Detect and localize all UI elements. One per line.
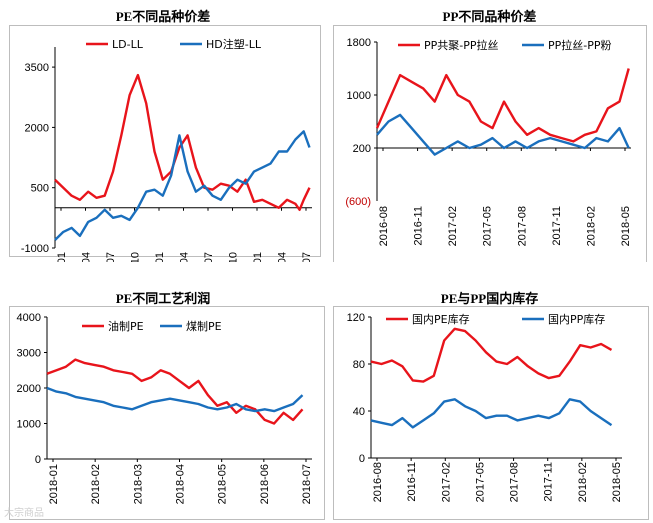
y-tick-label: 120	[347, 312, 365, 324]
x-tick-label: 2018-02	[577, 462, 589, 502]
chart-title: PE不同品种价差	[115, 9, 211, 24]
panel-pe-profit: PE不同工艺利润 4000 3000 2000 1000 0 2018-01 2018-02…	[0, 262, 326, 523]
legend-label: HD注塑-LL	[206, 37, 262, 51]
x-tick-label: 2018-04	[175, 464, 187, 504]
x-tick-label: 2016-08	[378, 206, 390, 246]
x-tick-label: 2017-11	[551, 206, 563, 246]
legend-label: PP拉丝-PP粉	[548, 38, 612, 52]
chart-title: PE与PP国内库存	[440, 291, 539, 306]
x-tick-label: 2016-11	[406, 462, 418, 502]
x-tick-label: 2017-11	[543, 462, 555, 502]
panel-inventory: PE与PP国内库存 120 80 40 0 2016-08 2016-11 2017-02 2…	[326, 262, 653, 523]
chart-frame	[333, 25, 647, 263]
x-tick-label: 2017-05	[474, 462, 486, 502]
series-line-blue	[46, 386, 304, 413]
x-tick-label: 2017-08	[509, 462, 521, 502]
x-tick-label: 2018-07	[301, 464, 313, 504]
chart-frame	[333, 306, 649, 520]
series-line-red	[46, 358, 304, 425]
legend-label: 油制PE	[108, 319, 144, 333]
y-tick-label: 2000	[25, 122, 49, 134]
series-line-blue	[370, 398, 613, 429]
panel-pp-spread: PP不同品种价差 1800 1000 200 (600) 2016-08 2016-11 2…	[326, 0, 653, 263]
y-tick-label: 1800	[347, 37, 371, 49]
y-tick-label-negative: (600)	[345, 196, 371, 208]
y-tick-label: 200	[353, 143, 371, 155]
chart-pp-spread: 1800 1000 200 (600) 2016-08 2016-11 2017-02 201…	[345, 37, 632, 246]
y-tick-label: 0	[359, 453, 365, 465]
x-tick-label: 2017-02	[440, 462, 452, 502]
chart-frame	[9, 306, 325, 520]
chart-frame	[9, 25, 321, 257]
series-line-red	[375, 68, 630, 143]
chart-pe-spread: 35002000500-10002016-012016-042016-07201…	[21, 37, 313, 292]
legend-label: LD-LL	[112, 38, 144, 51]
y-tick-label: 4000	[17, 312, 41, 324]
x-tick-label: 2016-08	[372, 462, 384, 502]
x-tick-label: 2018-05	[611, 462, 623, 502]
legend-label: 国内PE库存	[412, 312, 470, 326]
x-tick-label: 2017-05	[482, 206, 494, 246]
legend-label: 煤制PE	[186, 320, 222, 333]
y-tick-label: 80	[353, 359, 365, 371]
x-tick-label: 2017-08	[516, 206, 528, 246]
y-tick-label: 40	[353, 406, 365, 418]
y-tick-label: 500	[31, 183, 49, 195]
y-tick-label: 0	[35, 454, 41, 466]
series-line-red	[54, 73, 311, 212]
x-tick-label: 2018-02	[585, 206, 597, 246]
watermark-text: 大宗商品	[4, 508, 44, 519]
legend-label: 国内PP库存	[548, 312, 605, 326]
x-tick-label: 2018-03	[132, 464, 144, 504]
x-tick-label: 2018-06	[259, 464, 271, 504]
y-tick-label: 3500	[25, 62, 49, 74]
x-tick-label: 2018-02	[90, 464, 102, 504]
legend-label: PP共聚-PP拉丝	[424, 38, 499, 52]
panel-pe-spread: PE不同品种价差 35002000500-10002016-012016-042…	[0, 0, 326, 292]
chart-title: PE不同工艺利润	[115, 291, 211, 306]
x-tick-label: 2018-01	[48, 464, 60, 504]
chart-inventory: 120 80 40 0 2016-08 2016-11 2017-02 2017-05 2017…	[347, 312, 623, 502]
y-tick-label: 3000	[17, 348, 41, 360]
y-tick-label: 1000	[17, 419, 41, 431]
series-line-blue	[376, 113, 630, 156]
x-tick-label: 2018-05	[620, 206, 632, 246]
series-line-red	[370, 327, 613, 383]
x-tick-label: 2016-11	[413, 206, 425, 246]
chart-pe-profit: 4000 3000 2000 1000 0 2018-01 2018-02 2018-03 20…	[17, 312, 313, 504]
chart-title: PP不同品种价差	[442, 9, 537, 24]
x-tick-label: 2018-05	[217, 464, 229, 504]
y-tick-label: 1000	[347, 90, 371, 102]
y-tick-label: 2000	[17, 383, 41, 395]
x-tick-label: 2017-02	[447, 206, 459, 246]
series-line-blue	[54, 130, 311, 241]
y-tick-label: -1000	[21, 243, 49, 255]
